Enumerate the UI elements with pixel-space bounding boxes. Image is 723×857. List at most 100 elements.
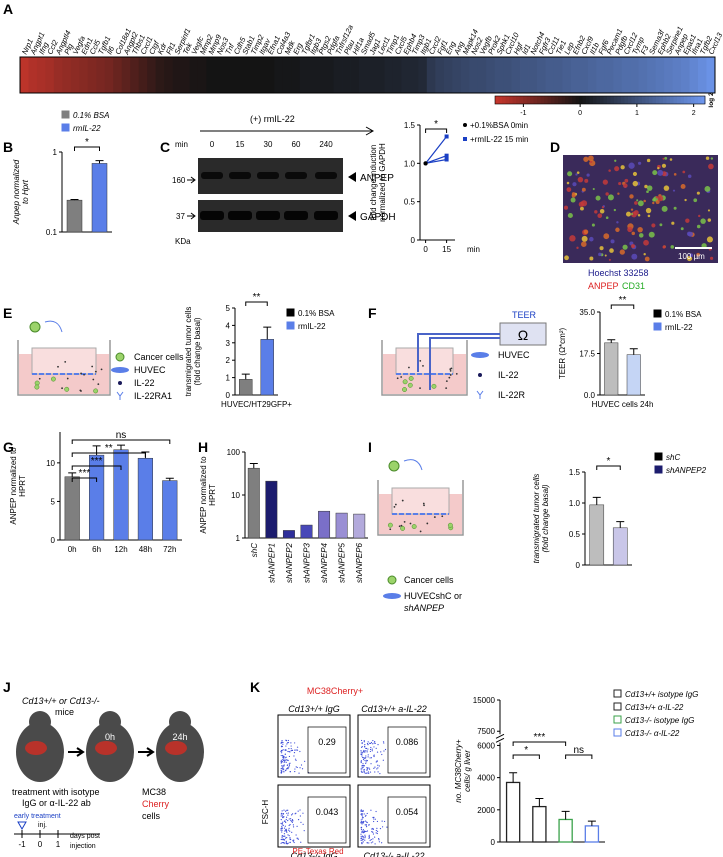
cell-dot	[92, 378, 95, 381]
flow-dot	[362, 841, 364, 843]
heatmap-cell	[342, 57, 351, 93]
gate-percent: 0.29	[318, 737, 336, 747]
heatmap-cell	[104, 57, 114, 93]
flow-dot	[361, 837, 363, 839]
flow-dot	[283, 833, 286, 835]
flow-dot	[365, 761, 367, 763]
flow-dot	[364, 834, 366, 836]
heatmap-cell	[257, 57, 267, 93]
flow-gate	[387, 796, 427, 844]
insert	[391, 487, 450, 515]
flow-dot	[372, 827, 374, 830]
flow-dot	[285, 761, 287, 763]
flow-dot	[384, 748, 387, 751]
flow-dot	[360, 822, 362, 824]
flow-dot	[375, 810, 377, 813]
micrograph-cell	[687, 174, 692, 178]
cancer-cell	[402, 387, 407, 392]
liver	[95, 741, 117, 755]
marker-label: 37	[176, 212, 185, 221]
flow-dot	[373, 742, 375, 744]
electrode	[417, 333, 500, 390]
significance-bracket	[71, 452, 146, 457]
flow-dot	[373, 767, 375, 769]
micrograph-cell	[673, 173, 677, 176]
flow-dot	[290, 750, 292, 752]
colorbar-tick-label: 2	[692, 110, 696, 117]
micrograph-cell	[583, 229, 589, 235]
flow-dot	[361, 842, 363, 844]
heatmap-cell	[79, 57, 89, 93]
flow-dot	[294, 768, 296, 770]
flow-dot	[290, 818, 292, 820]
flow-dot	[294, 742, 296, 744]
flow-dot	[361, 814, 363, 817]
flow-axis-label: FSC-H	[261, 800, 270, 825]
flow-dot	[363, 746, 366, 748]
micrograph-cell	[599, 208, 605, 214]
flow-dot	[287, 834, 289, 836]
heatmap-cell	[172, 57, 182, 93]
flow-dot	[370, 742, 372, 745]
heatmap-cell	[553, 57, 563, 93]
colorbar-segment	[554, 96, 559, 104]
heatmap-cell	[96, 57, 106, 93]
flow-gate	[387, 726, 427, 774]
micrograph-cell	[672, 189, 676, 192]
heatmap-cell	[240, 57, 250, 93]
y-tick-label: 3	[226, 339, 231, 348]
gate-percent: 0.054	[396, 807, 419, 817]
flow-dot	[303, 830, 305, 832]
marker-label: 160	[172, 176, 186, 185]
heatmap-cell	[333, 57, 343, 93]
legend-label: shANPEP2	[666, 466, 707, 475]
micrograph-cell	[707, 218, 712, 222]
x-tick-label: shANPEP1	[267, 543, 276, 583]
heatmap-cell	[401, 57, 411, 93]
flow-dot	[290, 748, 292, 750]
heatmap-cell	[138, 57, 148, 93]
flow-dot	[362, 764, 364, 767]
bar	[64, 476, 80, 541]
colorbar-segment	[579, 96, 583, 104]
flow-dot	[361, 745, 363, 748]
colorbar-segment	[572, 96, 576, 104]
flow-dot	[363, 765, 365, 767]
flow-dot	[293, 752, 296, 754]
flow-dot	[287, 759, 289, 762]
flow-dot	[293, 839, 295, 841]
flow-dot	[301, 768, 304, 770]
marker-arrow	[187, 176, 196, 184]
micrograph	[563, 155, 718, 263]
lane-label: 240	[319, 140, 333, 149]
flow-dot	[360, 833, 362, 835]
flow-dot	[281, 824, 283, 826]
significance-label: ***	[534, 732, 546, 743]
significance-bracket	[512, 754, 540, 759]
micrograph-cell	[637, 200, 644, 207]
flow-dot	[283, 842, 285, 845]
micrograph-cell	[595, 195, 601, 201]
flow-dot	[291, 813, 294, 815]
heatmap-cell	[452, 57, 462, 93]
micrograph-cell	[700, 218, 706, 224]
flow-dot	[296, 749, 299, 751]
bar	[300, 524, 313, 539]
cell-dot	[389, 528, 392, 531]
flow-dot	[365, 757, 367, 759]
flow-dot	[377, 744, 379, 746]
micrograph-cell	[584, 178, 589, 183]
blot-band	[228, 211, 252, 220]
heatmap-cell	[121, 57, 131, 93]
heatmap-cell	[155, 57, 165, 93]
bar	[265, 480, 278, 539]
heatmap-cell	[638, 57, 648, 93]
mouse-head	[99, 711, 121, 733]
blot-band	[314, 211, 338, 220]
cell-dot	[423, 504, 425, 507]
micrograph-cell	[662, 245, 666, 249]
colorbar-segment	[502, 96, 506, 104]
flow-dot	[300, 841, 302, 843]
significance-bracket	[245, 301, 268, 306]
cell-dot	[80, 372, 82, 375]
